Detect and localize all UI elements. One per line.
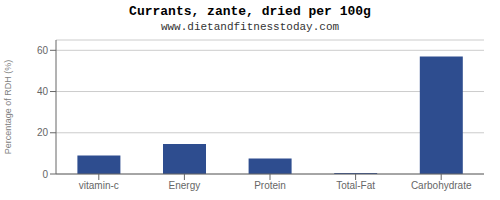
svg-text:Carbohydrate: Carbohydrate <box>411 180 472 191</box>
svg-text:0: 0 <box>42 169 48 180</box>
svg-text:Energy: Energy <box>169 180 201 191</box>
html-text:www.dietandfitnesstoday.com: www.dietandfitnesstoday.com <box>160 21 340 33</box>
svg-text:60: 60 <box>37 45 49 56</box>
svg-text:Total-Fat: Total-Fat <box>336 180 375 191</box>
svg-text:20: 20 <box>37 127 49 138</box>
svg-text:40: 40 <box>37 86 49 97</box>
svg-text:Protein: Protein <box>254 180 286 191</box>
svg-text:Percentage of RDH (%): Percentage of RDH (%) <box>8 60 13 155</box>
html-text:Currants, zante, dried per 100: Currants, zante, dried per 100g <box>129 4 371 19</box>
svg-text:vitamin-c: vitamin-c <box>79 180 119 191</box>
